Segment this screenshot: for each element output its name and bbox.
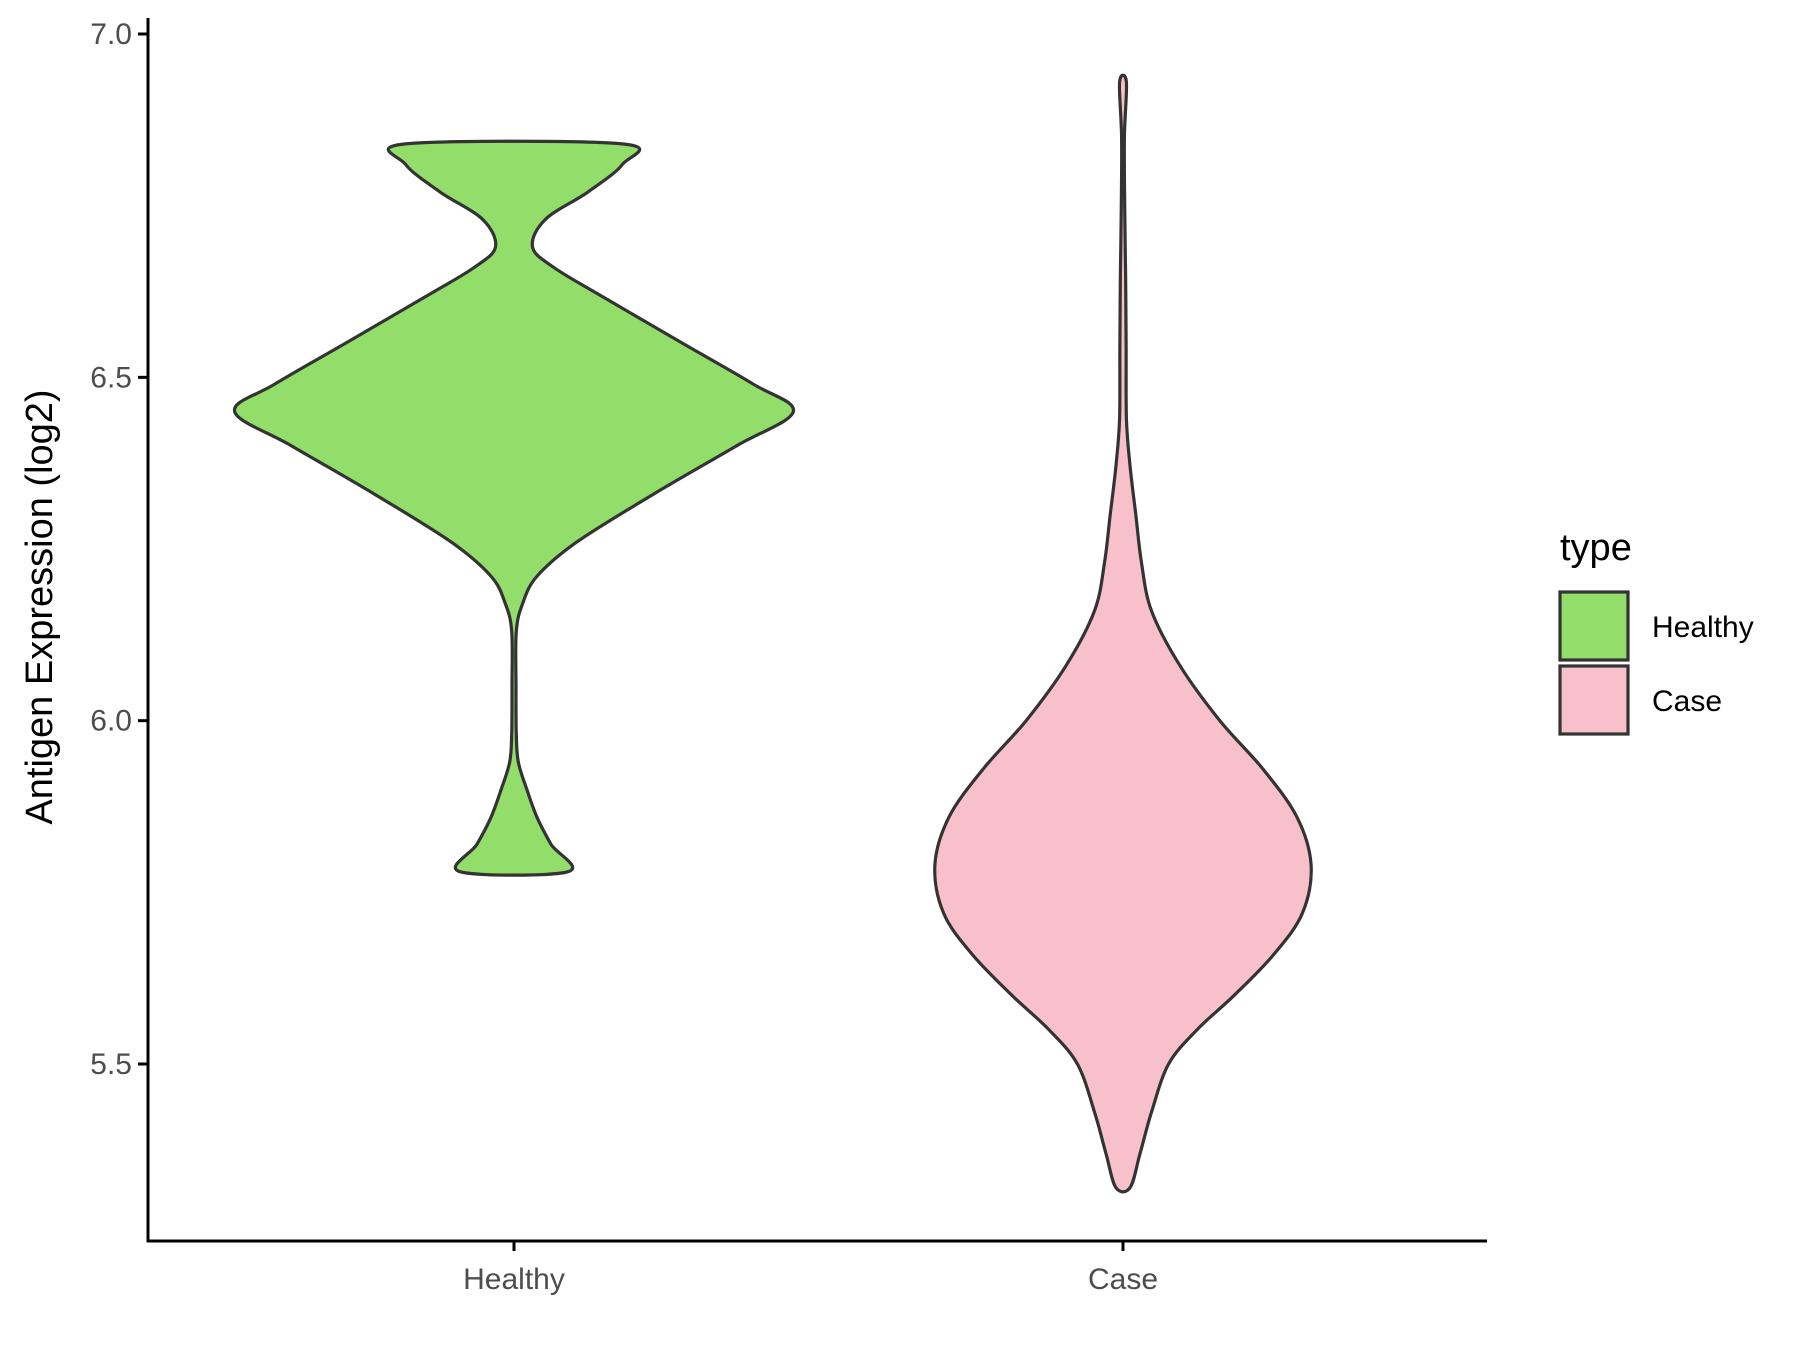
violin-healthy — [233, 139, 795, 877]
y-axis-title: Antigen Expression (log2) — [19, 389, 61, 824]
y-tick-label: 6.0 — [90, 705, 132, 738]
legend-label-case: Case — [1652, 685, 1722, 718]
axes-layer: 5.5 6.0 6.5 7.0 Healthy Case — [90, 18, 1487, 1296]
legend-label-healthy: Healthy — [1652, 611, 1754, 644]
violin-case — [933, 73, 1313, 1194]
x-tick-label-healthy: Healthy — [463, 1263, 565, 1296]
y-tick-label: 6.5 — [90, 361, 132, 394]
violin-layer — [233, 73, 1313, 1194]
x-tick-label-case: Case — [1088, 1263, 1158, 1296]
legend-title: type — [1560, 527, 1632, 569]
legend: type Healthy Case — [1558, 527, 1754, 736]
y-tick-label: 7.0 — [90, 18, 132, 51]
legend-swatch-healthy — [1558, 590, 1630, 662]
legend-swatch-case — [1558, 664, 1630, 736]
y-tick-label: 5.5 — [90, 1048, 132, 1081]
